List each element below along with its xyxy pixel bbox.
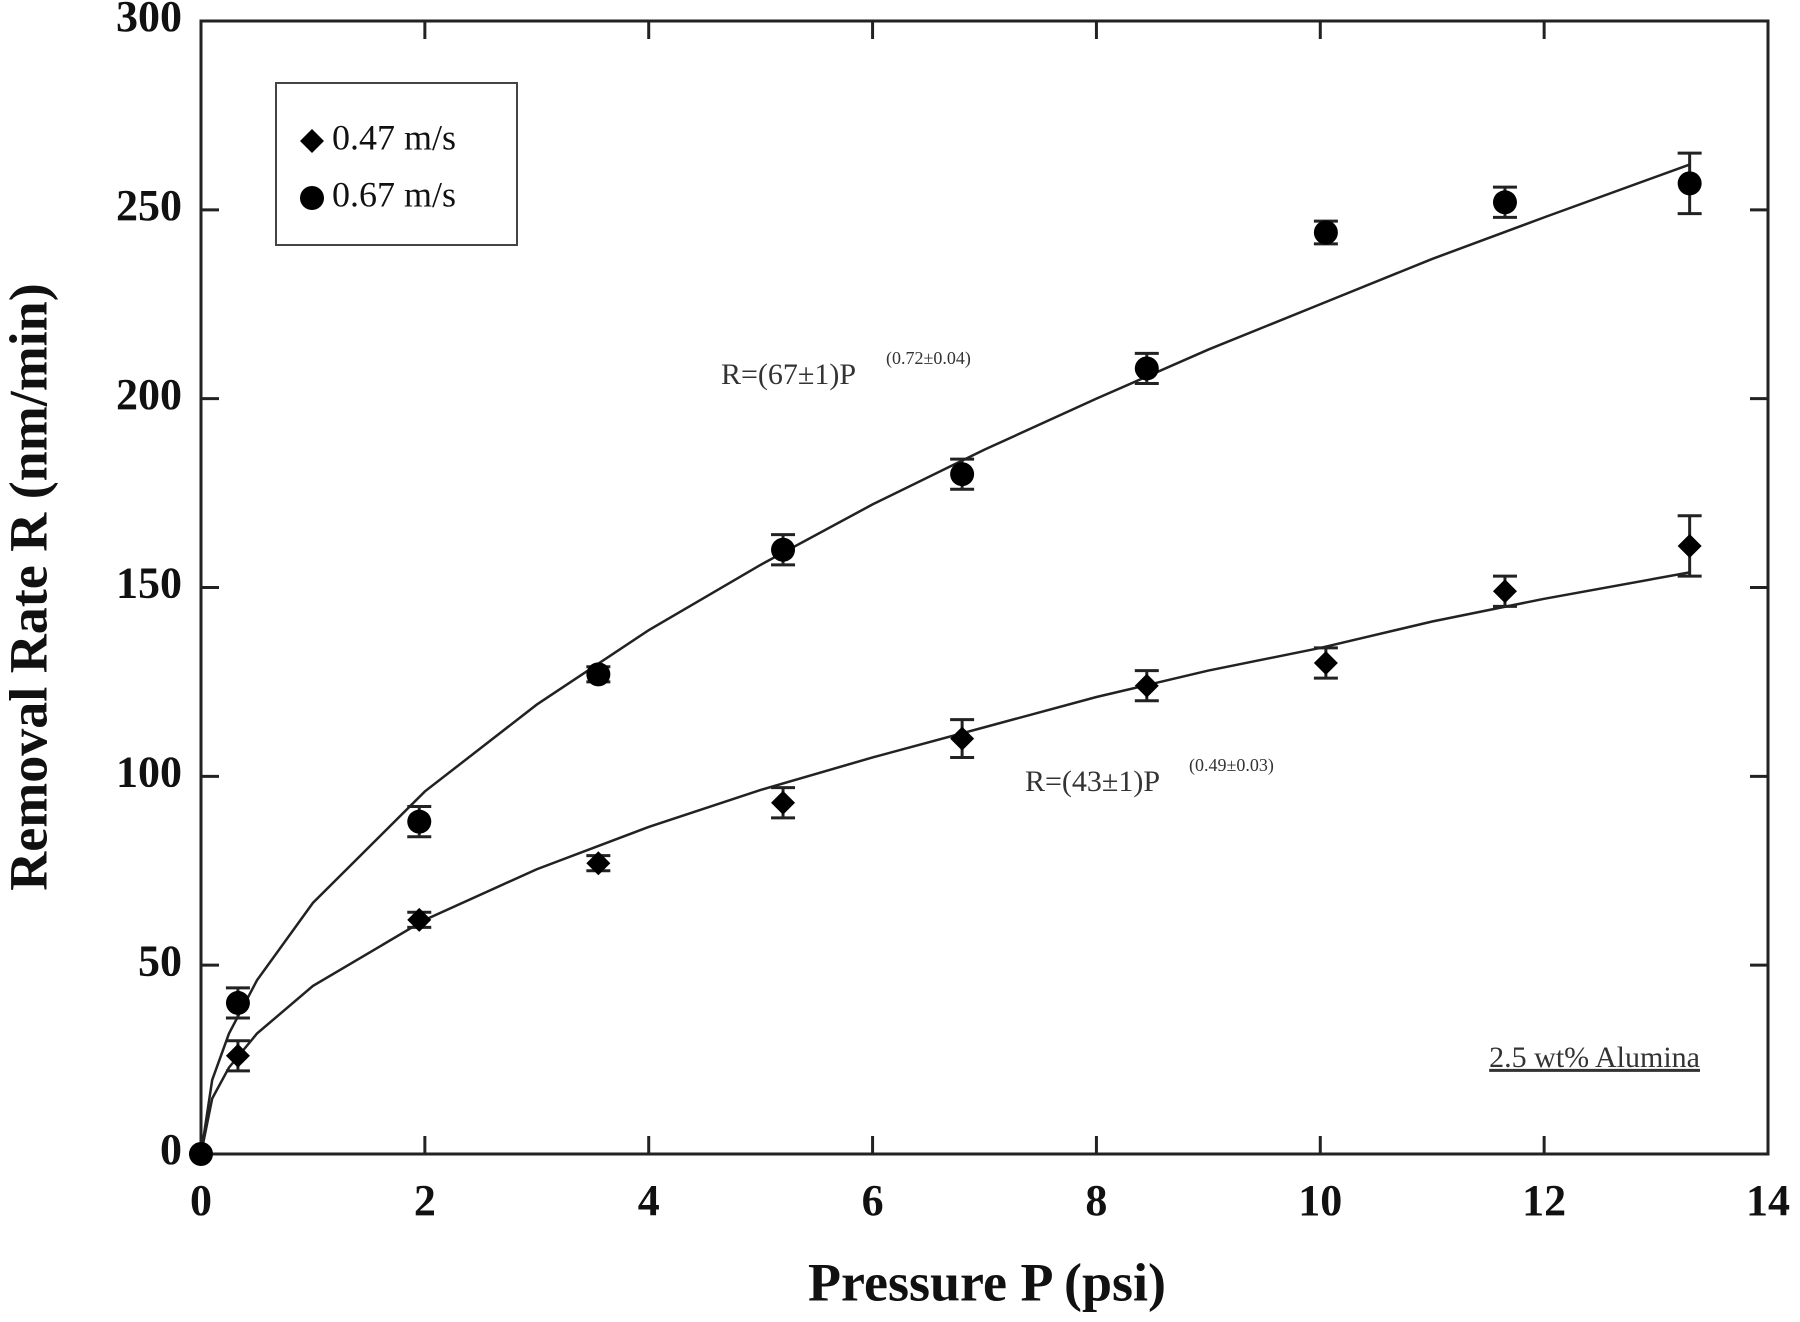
point	[1313, 220, 1338, 245]
point	[189, 1142, 213, 1166]
x-tick-label: 8	[1085, 1176, 1107, 1225]
point	[586, 662, 611, 687]
fit-equation: R=(43±1)P	[1025, 765, 1160, 798]
point	[1313, 651, 1338, 676]
point	[1677, 171, 1702, 196]
y-tick-label: 50	[138, 936, 182, 985]
x-tick-label: 12	[1522, 1176, 1566, 1225]
x-tick-label: 0	[190, 1176, 212, 1225]
point	[407, 907, 432, 932]
fit-exponent: (0.72±0.04)	[886, 348, 971, 369]
legend-label: 0.47 m/s	[332, 117, 456, 157]
point	[1677, 533, 1702, 558]
x-tick-label: 14	[1746, 1176, 1790, 1225]
y-tick-label: 150	[116, 559, 182, 608]
fit-exponent: (0.49±0.03)	[1189, 755, 1274, 776]
x-tick-label: 10	[1298, 1176, 1342, 1225]
point	[771, 537, 796, 562]
fit-curve	[199, 163, 1691, 1155]
x-tick-label: 6	[862, 1176, 884, 1225]
point	[950, 726, 975, 751]
point	[225, 1043, 250, 1068]
point	[1492, 190, 1517, 215]
fit-curve	[199, 571, 1690, 1155]
y-axis-label: Removal Rate R (nm/min)	[0, 283, 58, 890]
y-tick-label: 200	[116, 370, 182, 419]
point	[407, 809, 432, 834]
y-tick-label: 300	[116, 0, 182, 41]
x-axis-label: Pressure P (psi)	[808, 1252, 1166, 1312]
y-tick-label: 100	[116, 747, 182, 796]
point	[1492, 579, 1517, 604]
legend-marker	[300, 129, 324, 153]
y-tick-label: 250	[116, 181, 182, 230]
point	[586, 851, 611, 876]
legend-marker	[300, 186, 324, 210]
x-tick-label: 4	[638, 1176, 660, 1225]
point	[225, 990, 250, 1015]
legend-label: 0.67 m/s	[332, 174, 456, 214]
fit-equation: R=(67±1)P	[721, 358, 856, 391]
point	[950, 462, 975, 487]
legend-box	[275, 82, 518, 246]
point	[1134, 673, 1159, 698]
y-tick-label: 0	[160, 1125, 182, 1174]
x-tick-label: 2	[414, 1176, 436, 1225]
point	[1134, 356, 1159, 381]
note: 2.5 wt% Alumina	[1489, 1041, 1700, 1074]
point	[771, 790, 796, 815]
